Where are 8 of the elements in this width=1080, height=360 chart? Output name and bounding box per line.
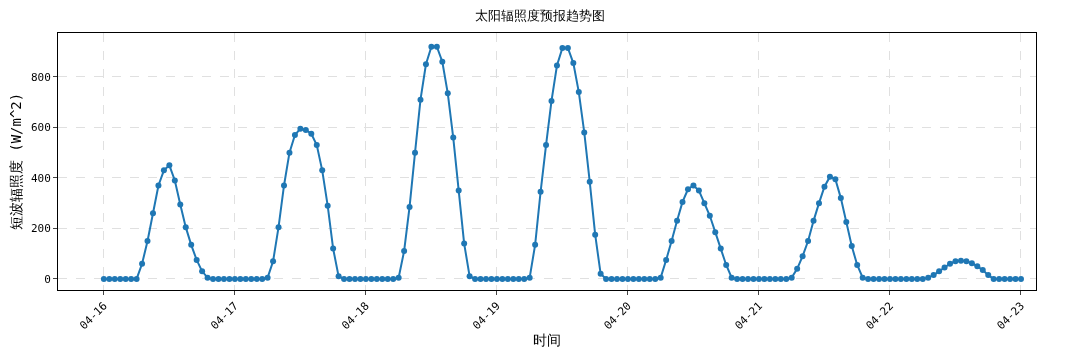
y-tick-label: 200 <box>30 222 51 236</box>
y-axis-title: 短波辐照度 (W/m^2) <box>7 92 24 231</box>
y-tick-label: 400 <box>30 171 51 185</box>
y-tick-label: 0 <box>44 272 51 286</box>
x-axis-title: 时间 <box>533 332 561 349</box>
y-tick-label: 600 <box>30 121 51 135</box>
chart-title: 太阳辐照度预报趋势图 <box>475 7 605 23</box>
y-tick-label: 800 <box>30 70 51 84</box>
